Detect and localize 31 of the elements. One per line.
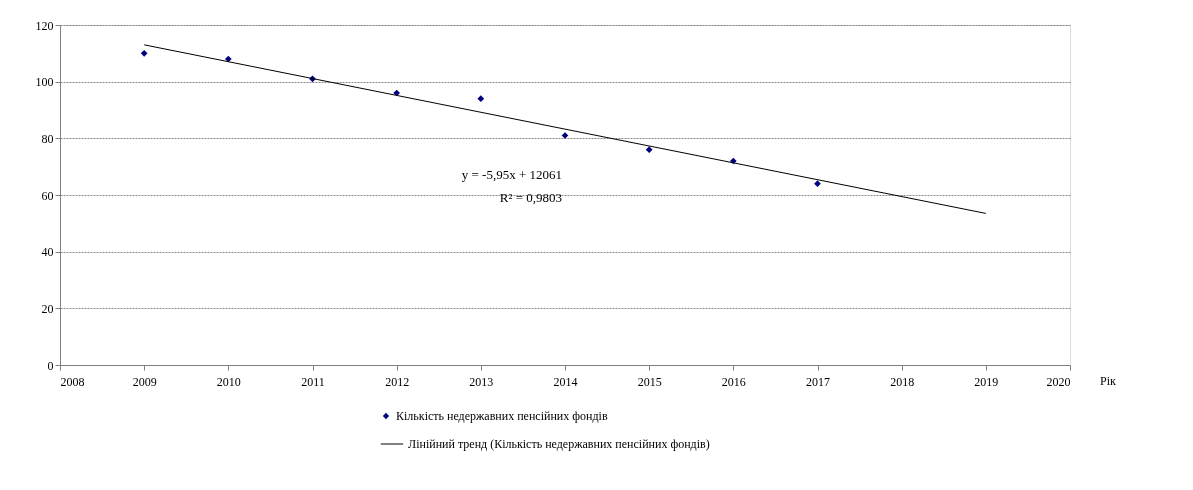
x-tick-label: 2015 [637,374,662,389]
x-tick-label: 2016 [721,374,746,389]
y-tick-label: 60 [41,188,54,203]
point [393,89,401,97]
legend-label: Кількість недержавних пенсійних фондів [396,409,608,423]
y-tick-label: 40 [41,245,54,260]
x-tick-label: 2018 [890,374,915,389]
point [477,95,485,103]
y-tick-label: 0 [47,358,54,373]
y-tick-label: 20 [41,301,54,316]
x-tick-label: 2009 [132,374,157,389]
x-tick-label: 2008 [60,374,85,389]
legend-label: Лінійний тренд (Кількість недержавних пенсійних фондів) [408,437,710,451]
y-tick-label: 120 [35,18,54,33]
point [140,49,148,57]
x-tick-label: 2014 [553,374,578,389]
x-axis-title: Рік [1100,374,1117,388]
x-tick-label: 2011 [301,374,325,389]
x-tick-label: 2020 [1046,374,1071,389]
point [645,146,653,154]
x-tick-label: 2019 [974,374,999,389]
point [814,180,821,188]
y-tick-label: 80 [41,131,54,146]
x-tick-label: 2017 [806,374,830,389]
point [224,55,232,63]
y-tick-label: 100 [35,75,54,90]
x-tick-label: 2010 [216,374,241,389]
annotation: R² = 0,9803 [499,190,562,205]
x-tick-label: 2013 [469,374,494,389]
annotation: y = -5,95x + 12061 [461,167,562,182]
x-tick-label: 2012 [385,374,410,389]
